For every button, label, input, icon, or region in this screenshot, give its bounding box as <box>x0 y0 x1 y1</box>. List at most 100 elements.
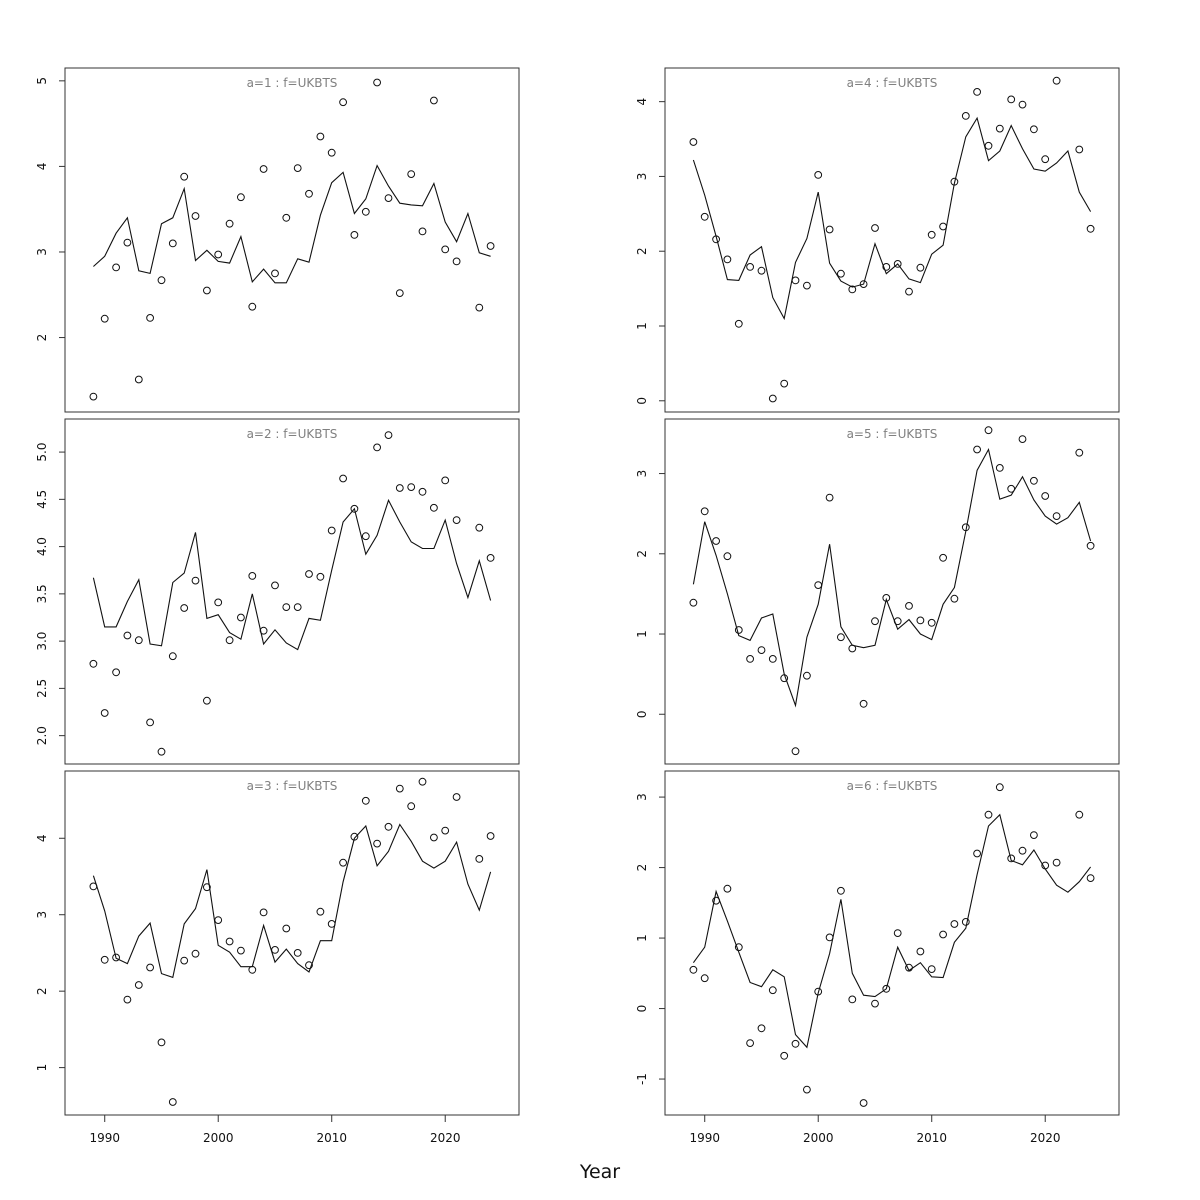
y-tick-label: 4 <box>35 163 49 171</box>
observed-point <box>700 974 709 983</box>
y-tick-label: 3 <box>635 173 649 181</box>
observed-point <box>927 230 936 239</box>
observed-point <box>734 319 743 328</box>
panel-frame <box>64 418 520 765</box>
observed-point <box>814 581 823 589</box>
observed-point <box>259 626 268 635</box>
x-axis-label: Year <box>579 1161 620 1183</box>
observed-point <box>905 602 913 610</box>
observed-point <box>191 576 200 585</box>
observed-point <box>893 617 902 626</box>
observed-point <box>791 747 800 756</box>
observed-point <box>373 443 382 452</box>
observed-point <box>995 783 1004 792</box>
y-tick-label: 2 <box>635 550 649 558</box>
observed-point <box>837 633 845 642</box>
panel: a=6 : f=UKBTS -1 0 1 2 3 1990 2000 2010 2020 <box>635 770 1120 1145</box>
observed-point <box>486 242 495 250</box>
observed-point <box>973 849 981 858</box>
observed-point <box>712 896 720 905</box>
observed-point <box>180 172 189 181</box>
y-tick-label: 4.5 <box>35 490 49 509</box>
observed-point <box>859 1099 868 1107</box>
observed-point <box>1030 125 1038 134</box>
y-tick-label: 1 <box>635 322 649 330</box>
observed-point <box>803 281 811 290</box>
observed-point <box>191 949 200 958</box>
observed-point <box>916 263 925 272</box>
panel-frame <box>64 67 520 413</box>
observed-point <box>995 124 1004 133</box>
observed-point <box>768 394 777 403</box>
observed-point <box>1041 155 1050 164</box>
observed-point <box>305 189 313 198</box>
observed-point <box>961 918 970 926</box>
observed-point <box>100 314 109 323</box>
observed-point <box>859 699 868 708</box>
observed-point <box>825 493 834 502</box>
observed-point <box>780 379 789 388</box>
observed-point <box>203 883 211 892</box>
fitted-line <box>92 823 492 979</box>
y-tick-label: 1 <box>635 934 649 942</box>
observed-point <box>157 276 166 285</box>
observed-point <box>293 603 302 611</box>
observed-point <box>191 212 200 220</box>
observed-point <box>1018 846 1027 855</box>
observed-point <box>871 999 879 1008</box>
y-tick-label: 2 <box>635 247 649 255</box>
observed-point <box>441 826 450 835</box>
observed-point <box>950 177 959 186</box>
observed-point <box>984 426 993 435</box>
observed-point <box>282 603 291 611</box>
observed-point <box>112 953 120 962</box>
observed-point <box>271 581 279 590</box>
observed-point <box>723 552 732 561</box>
observed-point <box>327 526 336 535</box>
panel-frame <box>64 770 520 1116</box>
observed-point <box>712 537 720 545</box>
y-tick-label: 2.5 <box>35 679 49 698</box>
observed-point <box>780 1051 789 1060</box>
observed-point <box>1075 448 1084 457</box>
observed-point <box>327 920 336 928</box>
observed-point <box>430 833 438 842</box>
panel-title: a=2 : f=UKBTS <box>247 427 338 441</box>
observed-point <box>248 965 257 974</box>
panel: a=5 : f=UKBTS 0 1 2 3 <box>635 418 1120 765</box>
observed-point <box>916 947 925 956</box>
observed-point <box>168 652 177 661</box>
y-tick-label: 2.0 <box>35 726 49 745</box>
observed-point <box>689 598 698 607</box>
observed-point <box>282 213 291 222</box>
observed-point <box>248 572 257 580</box>
observed-point <box>700 212 709 221</box>
observed-point <box>407 483 416 492</box>
observed-point <box>905 963 913 972</box>
panel-title: a=3 : f=UKBTS <box>247 779 338 793</box>
observed-point <box>180 604 189 612</box>
observed-point <box>157 747 166 756</box>
panel-frame <box>664 418 1120 765</box>
x-tick-label: 1990 <box>89 1131 120 1145</box>
panel-title: a=6 : f=UKBTS <box>847 779 938 793</box>
fitted-line <box>692 447 1092 708</box>
observed-point <box>1030 476 1038 485</box>
observed-point <box>441 245 450 254</box>
observed-point <box>882 594 891 602</box>
y-tick-label: 1 <box>635 630 649 638</box>
observed-point <box>100 955 109 964</box>
observed-point <box>395 484 404 492</box>
observed-point <box>248 302 257 311</box>
observed-point <box>168 1098 177 1106</box>
panel-title: a=5 : f=UKBTS <box>847 427 938 441</box>
x-tick-label: 2000 <box>203 1131 234 1145</box>
observed-point <box>961 523 970 532</box>
observed-point <box>893 929 902 937</box>
observed-point <box>984 810 993 819</box>
fitted-line <box>692 813 1092 1049</box>
observed-point <box>905 287 913 296</box>
observed-point <box>723 255 732 264</box>
observed-point <box>384 194 393 203</box>
